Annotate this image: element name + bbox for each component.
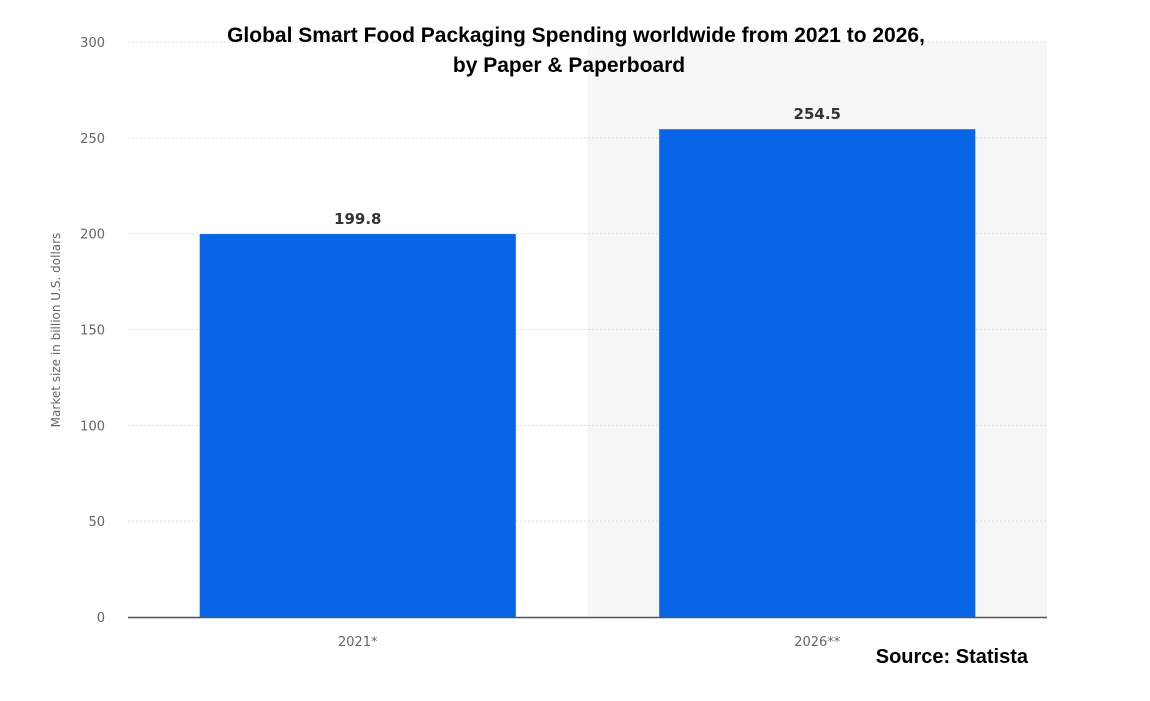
y-tick-label: 100: [80, 419, 105, 434]
y-tick-label: 0: [97, 611, 105, 626]
bar: [659, 129, 976, 618]
chart-title: Global Smart Food Packaging Spending wor…: [227, 24, 925, 47]
y-tick-label: 200: [80, 228, 105, 243]
bars: [199, 129, 976, 618]
data-label: 199.8: [334, 210, 381, 228]
x-tick-labels: 2021* 2026**: [338, 635, 841, 650]
data-labels: 199.8 254.5: [334, 105, 841, 228]
x-tick-label: 2026**: [794, 635, 841, 650]
y-tick-labels: 0 50 100 150 200 250 300: [80, 36, 105, 626]
y-axis-label: Market size in billion U.S. dollars: [49, 233, 63, 428]
x-tick-label: 2021*: [338, 635, 378, 650]
chart-subtitle: by Paper & Paperboard: [453, 54, 685, 77]
y-tick-label: 300: [80, 36, 105, 51]
source-note: Source: Statista: [876, 646, 1029, 668]
bar: [199, 234, 516, 618]
y-tick-label: 150: [80, 324, 105, 339]
y-tick-label: 50: [88, 515, 105, 530]
y-tick-label: 250: [80, 132, 105, 147]
data-label: 254.5: [794, 105, 841, 123]
